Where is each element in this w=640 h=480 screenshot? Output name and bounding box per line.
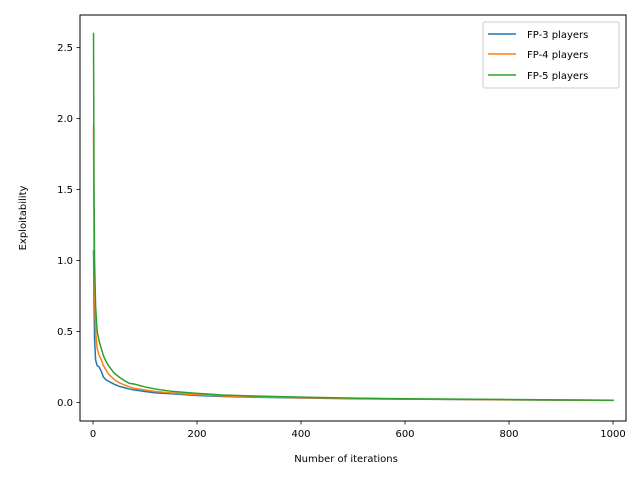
x-tick-label: 800 (499, 429, 518, 440)
x-tick-label: 0 (90, 429, 96, 440)
plot-lines (92, 32, 614, 402)
legend-label-fp4: FP-4 players (527, 50, 588, 61)
x-axis-ticks: 0 200 400 600 800 1000 (90, 421, 626, 440)
x-axis-label: Number of iterations (294, 454, 398, 465)
x-tick-label: 1000 (600, 429, 625, 440)
legend-box (482, 21, 620, 89)
y-tick-label: 1.5 (57, 185, 73, 196)
legend-label-fp3: FP-3 players (527, 30, 588, 41)
y-tick-label: 1.0 (57, 256, 73, 267)
legend-label-fp5: FP-5 players (527, 71, 588, 82)
y-tick-label: 0.5 (57, 327, 73, 338)
y-tick-label: 0.0 (57, 398, 73, 409)
y-tick-label: 2.5 (57, 43, 73, 54)
y-axis-label: Exploitability (18, 186, 29, 251)
x-tick-label: 200 (187, 429, 206, 440)
plot-frame (79, 14, 627, 422)
x-tick-label: 600 (395, 429, 414, 440)
series-line-5-players (92, 32, 614, 402)
y-axis-ticks: 0.0 0.5 1.0 1.5 2.0 2.5 (57, 43, 80, 409)
y-tick-label: 2.0 (57, 114, 73, 125)
legend: FP-3 players FP-4 players FP-5 players (482, 21, 620, 89)
x-tick-label: 400 (291, 429, 310, 440)
